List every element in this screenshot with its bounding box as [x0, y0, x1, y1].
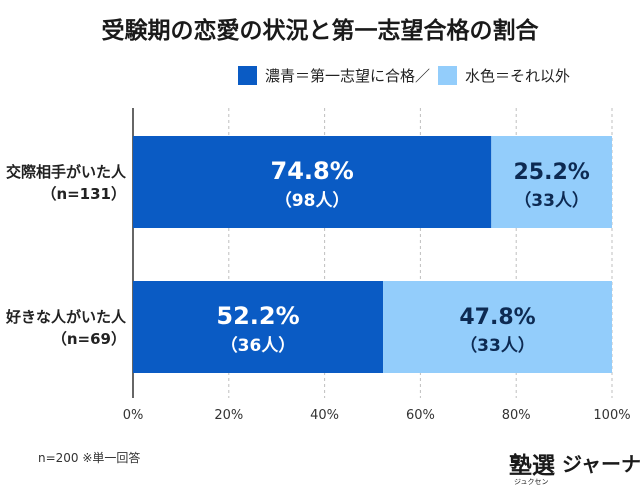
bars [133, 136, 612, 373]
x-tick-label: 100% [593, 408, 630, 423]
bar-segment-other [383, 281, 612, 373]
bar-segment-passed [133, 281, 384, 373]
chart-title: 受験期の恋愛の状況と第一志望合格の割合 [102, 17, 540, 44]
legend-label-dark: 濃青＝第一志望に合格／ [265, 67, 430, 85]
data-label-percent: 74.8% [271, 157, 354, 185]
x-tick-label: 80% [502, 408, 531, 423]
x-tick-label: 20% [214, 408, 243, 423]
category-label: 交際相手がいた人 [6, 163, 127, 181]
legend-swatch-dark [238, 66, 257, 85]
logo-sub-text: ジャーナル [562, 452, 640, 476]
x-tick-label: 40% [310, 408, 339, 423]
logo-main-text: 塾選 [509, 452, 555, 479]
category-labels: 交際相手がいた人 （n=131） 好きな人がいた人 （n=69） [5, 163, 127, 348]
category-sample-size: （n=69） [52, 330, 126, 348]
data-label-percent: 25.2% [513, 160, 589, 185]
bar-segment-passed [133, 136, 492, 228]
data-label-count: （36人） [221, 335, 296, 356]
x-tick-label: 0% [123, 408, 144, 423]
bar-segment-other [491, 136, 612, 228]
legend: 濃青＝第一志望に合格／ 水色＝それ以外 [238, 66, 570, 85]
data-label-count: （33人） [460, 335, 535, 356]
logo: 塾選 ジャーナル ジュクセン [509, 452, 640, 486]
sample-note: n=200 ※単一回答 [38, 450, 140, 465]
x-tick-label: 60% [406, 408, 435, 423]
logo-kana-text: ジュクセン [514, 478, 549, 486]
data-label-percent: 47.8% [459, 305, 535, 330]
data-labels: 74.8% （98人） 25.2% （33人） 52.2% （36人） 47.8% （33人） [216, 157, 589, 356]
data-label-percent: 52.2% [216, 302, 299, 330]
data-label-count: （33人） [514, 190, 589, 211]
category-sample-size: （n=131） [41, 185, 126, 203]
x-axis-ticks: 0% 20% 40% 60% 80% 100% [123, 408, 631, 423]
category-label: 好きな人がいた人 [5, 308, 127, 326]
data-label-count: （98人） [275, 190, 350, 211]
legend-label-light: 水色＝それ以外 [465, 67, 570, 85]
legend-swatch-light [438, 66, 457, 85]
